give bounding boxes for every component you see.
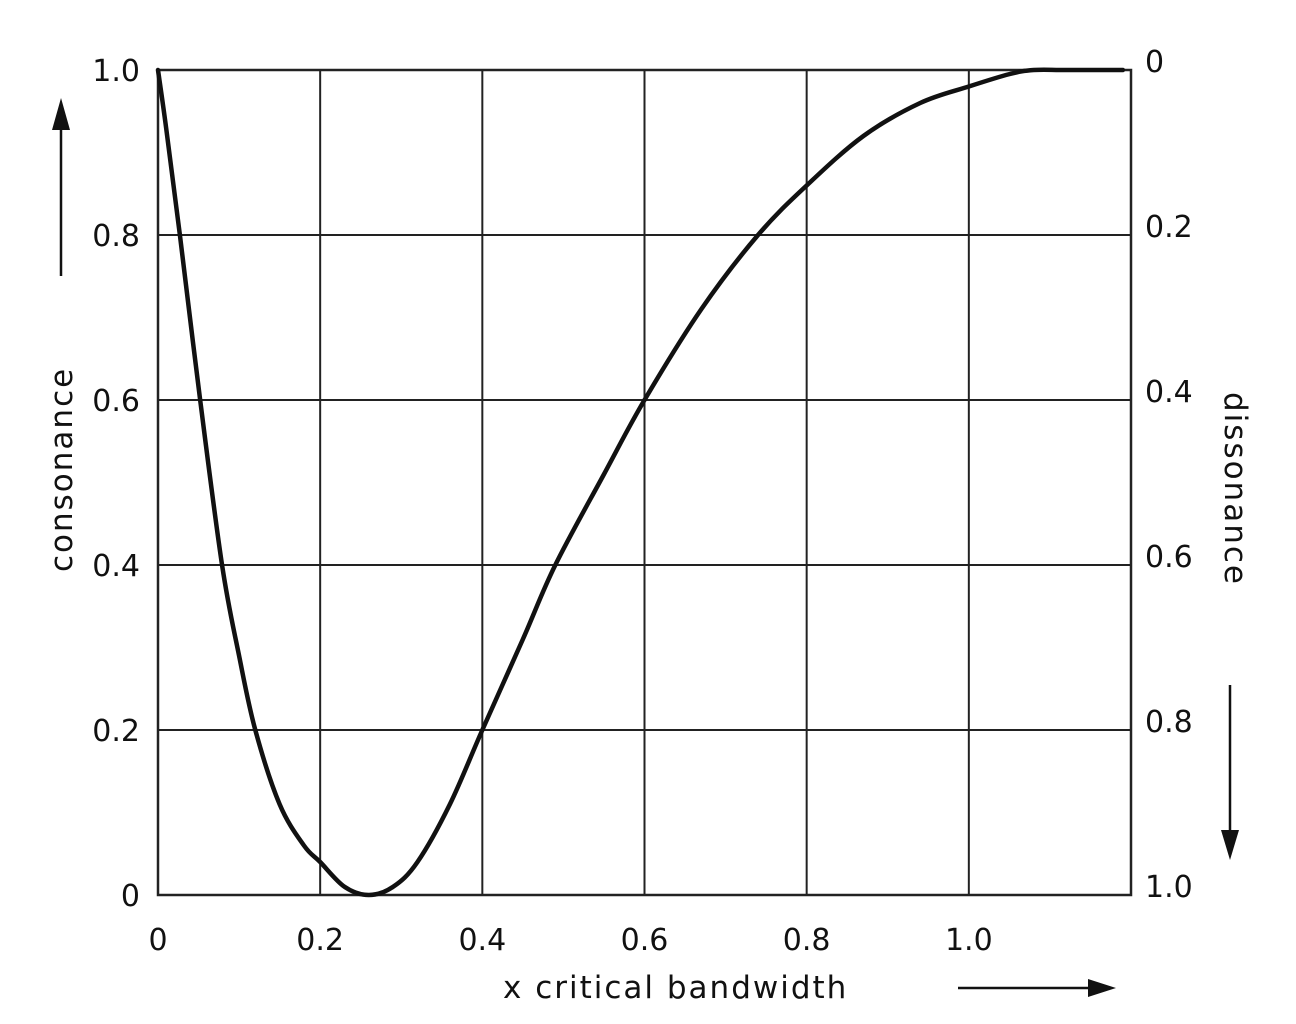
- x-tick-label: 1.0: [945, 923, 993, 958]
- y-right-tick-label: 0.4: [1145, 375, 1193, 410]
- x-tick-label: 0.6: [621, 923, 669, 958]
- y-left-tick-label: 0.6: [92, 384, 140, 419]
- x-tick-label: 0.8: [783, 923, 831, 958]
- y-left-tick-label: 0.2: [92, 714, 140, 749]
- x-tick-label: 0.2: [296, 923, 344, 958]
- y-left-tick-label: 1.0: [92, 54, 140, 89]
- y-right-tick-label: 0.8: [1145, 705, 1193, 740]
- y-left-tick-label: 0.8: [92, 219, 140, 254]
- y-axis-right-label: dissonance: [1217, 392, 1253, 586]
- y-left-tick-label: 0.4: [92, 549, 140, 584]
- y-right-tick-label: 1.0: [1145, 870, 1193, 905]
- x-tick-label: 0: [148, 923, 167, 958]
- x-axis-ticks: 0 0.2 0.4 0.6 0.8 1.0: [148, 923, 992, 958]
- y-axis-left-label: consonance: [44, 367, 80, 572]
- plot-border: [156, 68, 1133, 897]
- y-right-tick-label: 0.6: [1145, 540, 1193, 575]
- consonance-curve: [155, 67, 1126, 898]
- x-tick-label: 0.4: [458, 923, 506, 958]
- right-arrow-icon: [958, 979, 1116, 997]
- y-right-tick-label: 0.2: [1145, 210, 1193, 245]
- y-axis-right-ticks: 1.0 0.8 0.6 0.4 0.2 0: [1145, 45, 1193, 905]
- up-arrow-icon: [52, 98, 70, 276]
- grid-lines: [157, 69, 1131, 896]
- y-right-tick-label: 0: [1145, 45, 1164, 80]
- down-arrow-icon: [1221, 685, 1239, 860]
- y-axis-left-ticks: 0 0.2 0.4 0.6 0.8 1.0: [92, 54, 140, 914]
- plot-frame: [156, 68, 1133, 897]
- x-axis-label: x critical bandwidth: [503, 970, 848, 1006]
- y-left-tick-label: 0: [121, 879, 140, 914]
